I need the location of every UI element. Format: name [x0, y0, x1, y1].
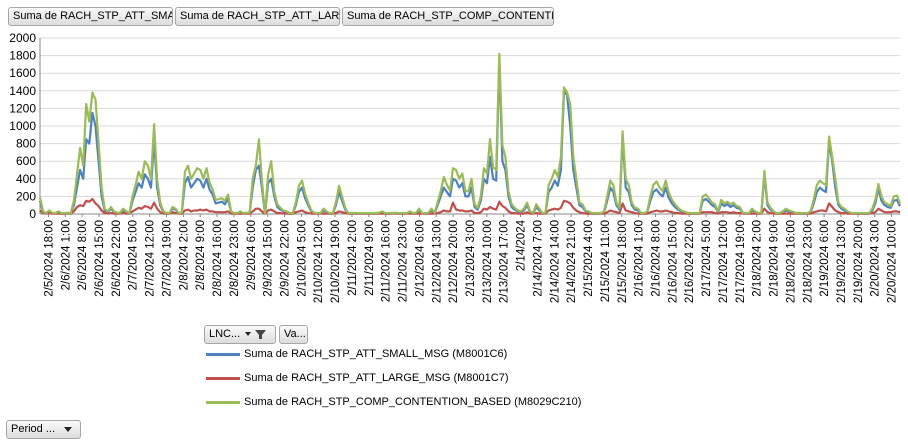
y-axis-tick-labels: 0 200 400 600 800 1000 1200 1400 1600 1800 2000	[9, 31, 36, 221]
legend-swatch	[206, 376, 240, 380]
x-tick-label: 2/15/2024 4:00	[583, 220, 595, 297]
x-tick-label: 2/6/2024 1:00	[60, 220, 72, 290]
x-tick-label: 2/13/2024 3:00	[465, 220, 477, 297]
x-tick-label: 2/6/2024 8:00	[77, 220, 89, 290]
x-tick-label: 2/7/2024 5:00	[128, 220, 140, 290]
x-tick-label: 2/12/2024 20:00	[448, 220, 460, 303]
x-tick-label: 2/7/2024 12:00	[145, 220, 157, 297]
x-tick-label: 2/15/2024 11:00	[600, 220, 612, 302]
value-field-button-contention[interactable]: Suma de RACH_STP_COMP_CONTENTIO...	[342, 7, 554, 26]
x-tick-label: 2/11/2024 2:00	[347, 220, 359, 296]
axis-field-button-va[interactable]: Va...	[279, 325, 308, 344]
x-tick-label: 2/10/2024 12:00	[313, 220, 325, 303]
chevron-down-icon	[245, 332, 252, 337]
x-tick-label: 2/18/2024 23:00	[802, 220, 814, 303]
x-tick-label: 2/12/2024 6:00	[414, 220, 426, 297]
legend-swatch	[206, 400, 240, 404]
chevron-down-icon	[64, 426, 73, 432]
y-tick-label: 2000	[9, 31, 36, 45]
x-tick-label: 2/18/2024 16:00	[785, 220, 797, 303]
legend-label: Suma de RACH_STP_ATT_SMALL_MSG (M8001C6)	[244, 348, 508, 360]
x-tick-label: 2/17/2024 19:00	[735, 220, 747, 303]
x-tick-label: 2/14/2024	[516, 219, 528, 271]
series-line-contention	[38, 52, 902, 216]
x-tick-label: 2/20/2024 3:00	[870, 220, 882, 297]
legend-label: Suma de RACH_STP_COMP_CONTENTION_BASED (…	[244, 396, 582, 408]
data-series	[38, 52, 902, 216]
filter-field-button-period[interactable]: Period ...	[6, 420, 81, 439]
axis-field-button-lnc[interactable]: LNC...	[204, 325, 276, 344]
line-chart: 0 200 400 600 800 1000 1200 1400 1600 1800 2000 2/…	[9, 31, 902, 303]
series-line-large	[39, 197, 901, 216]
x-tick-label: 2/18/2024 2:00	[752, 220, 764, 297]
x-tick-label: 2/20/2024 10:00	[887, 220, 899, 303]
value-field-button-large[interactable]: Suma de RACH_STP_ATT_LAR...	[175, 7, 340, 26]
x-tick-label: 2/14/2024 21:00	[566, 220, 578, 303]
x-tick-label: 2/19/2024 6:00	[819, 220, 831, 297]
x-tick-label: 2/8/2024 9:00	[195, 220, 207, 290]
value-field-button-small[interactable]: Suma de RACH_STP_ATT_SMA...	[8, 7, 173, 26]
x-tick-label: 2/16/2024 15:00	[667, 220, 679, 303]
y-tick-label: 1400	[9, 84, 36, 98]
x-tick-label: 2/9/2024 15:00	[263, 220, 275, 297]
legend-swatch	[206, 352, 240, 356]
x-tick-label: 2/8/2024 2:00	[178, 220, 190, 290]
filter-icon	[255, 329, 267, 339]
x-tick-label: 2/9/2024 6:00	[246, 220, 258, 290]
x-tick-label: 2/16/2024 22:00	[684, 220, 696, 303]
y-tick-label: 400	[16, 172, 36, 186]
y-tick-label: 0	[29, 207, 36, 221]
x-tick-label: 2/19/2024 20:00	[853, 220, 865, 303]
legend-label: Suma de RACH_STP_ATT_LARGE_MSG (M8001C7)	[244, 372, 509, 384]
y-tick-label: 200	[16, 189, 36, 203]
x-tick-label: 2/11/2024 9:00	[364, 220, 376, 296]
x-tick-label: 2/16/2024 1:00	[634, 220, 646, 297]
legend-item-large: Suma de RACH_STP_ATT_LARGE_MSG (M8001C7)	[206, 371, 509, 385]
axis-field-label: LNC...	[209, 328, 241, 340]
y-tick-label: 800	[16, 137, 36, 151]
x-tick-label: 2/9/2024 22:00	[280, 220, 292, 297]
x-tick-label: 2/16/2024 8:00	[650, 220, 662, 297]
x-tick-label: 2/10/2024 5:00	[296, 220, 308, 297]
x-tick-label: 2/15/2024 18:00	[617, 220, 629, 303]
x-tick-label: 2/13/2024 10:00	[482, 220, 494, 303]
x-tick-label: 2/11/2024 16:00	[381, 220, 393, 302]
x-tick-label: 2/8/2024 23:00	[229, 220, 241, 297]
legend-item-small: Suma de RACH_STP_ATT_SMALL_MSG (M8001C6)	[206, 347, 507, 361]
series-line-small	[38, 58, 901, 216]
x-tick-label: 2/18/2024 9:00	[769, 220, 781, 297]
x-tick-label: 2/12/2024 13:00	[431, 220, 443, 303]
gridlines	[39, 37, 900, 215]
x-tick-label: 2/14/2024 14:00	[549, 220, 561, 303]
y-tick-label: 1800	[9, 49, 36, 63]
y-tick-label: 1200	[9, 101, 36, 115]
filter-field-label: Period ...	[11, 423, 56, 435]
x-tick-label: 2/14/2024 7:00	[532, 220, 544, 297]
x-tick-label: 2/7/2024 19:00	[161, 220, 173, 297]
x-tick-label: 2/19/2024 13:00	[836, 220, 848, 303]
x-axis-tick-labels: 2/5/2024 18:00 2/6/2024 1:00 2/6/2024 8:00…	[43, 214, 899, 303]
x-tick-label: 2/17/2024 12:00	[718, 220, 730, 303]
x-tick-label: 2/13/2024 17:00	[499, 220, 511, 303]
y-tick-label: 1000	[9, 119, 36, 133]
x-tick-label: 2/6/2024 22:00	[111, 220, 123, 297]
legend-item-contention: Suma de RACH_STP_COMP_CONTENTION_BASED (…	[206, 395, 581, 409]
x-tick-label: 2/11/2024 23:00	[398, 220, 410, 302]
y-tick-label: 1600	[9, 66, 36, 80]
y-tick-label: 600	[16, 154, 36, 168]
x-tick-label: 2/10/2024 19:00	[330, 220, 342, 303]
x-tick-label: 2/5/2024 18:00	[43, 220, 55, 297]
x-tick-label: 2/8/2024 16:00	[212, 220, 224, 297]
x-tick-label: 2/6/2024 15:00	[94, 220, 106, 297]
x-tick-label: 2/17/2024 5:00	[701, 220, 713, 297]
